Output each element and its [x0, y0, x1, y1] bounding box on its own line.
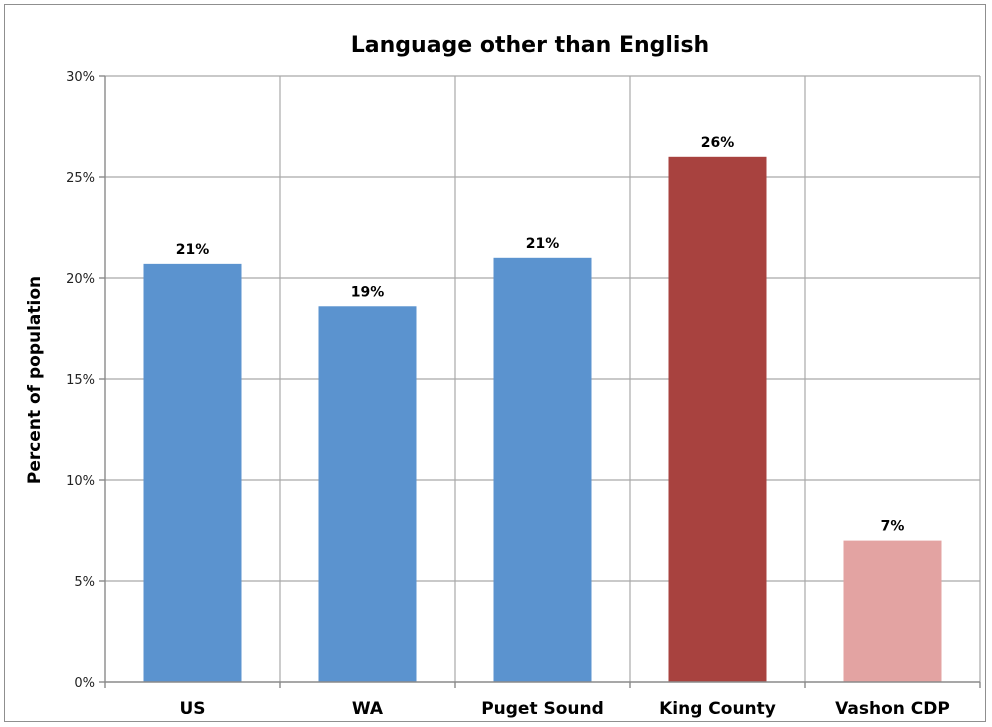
bar [843, 540, 942, 682]
bar [143, 263, 242, 682]
data-label: 26% [701, 135, 735, 151]
axis-layer [99, 75, 981, 688]
y-tick-label: 10% [66, 474, 95, 489]
y-tick-label: 20% [66, 272, 95, 287]
chart-title: Language other than English [351, 33, 709, 58]
x-tick-label: Puget Sound [481, 699, 604, 719]
data-label: 7% [881, 519, 905, 535]
y-axis-label: Percent of population [25, 276, 45, 484]
y-tick-label: 0% [74, 676, 95, 691]
data-label: 19% [351, 284, 385, 300]
x-tick-label: WA [352, 699, 384, 719]
y-tick-label: 25% [66, 171, 95, 186]
labels-layer: 0% 5% 10% 15% 20% 25% 30% 21% US 19% WA 21% Puget So… [66, 70, 950, 719]
data-label: 21% [526, 236, 560, 252]
x-tick-label: US [179, 699, 205, 719]
x-tick-label: King County [659, 699, 776, 719]
bars-layer [143, 156, 942, 683]
y-tick-label: 5% [74, 575, 95, 590]
bar [318, 306, 417, 682]
bar [493, 257, 592, 682]
y-tick-label: 30% [66, 70, 95, 85]
data-label: 21% [176, 242, 210, 258]
y-tick-label: 15% [66, 373, 95, 388]
grid-layer [105, 75, 981, 682]
x-tick-label: Vashon CDP [835, 699, 950, 719]
bar [668, 156, 767, 683]
